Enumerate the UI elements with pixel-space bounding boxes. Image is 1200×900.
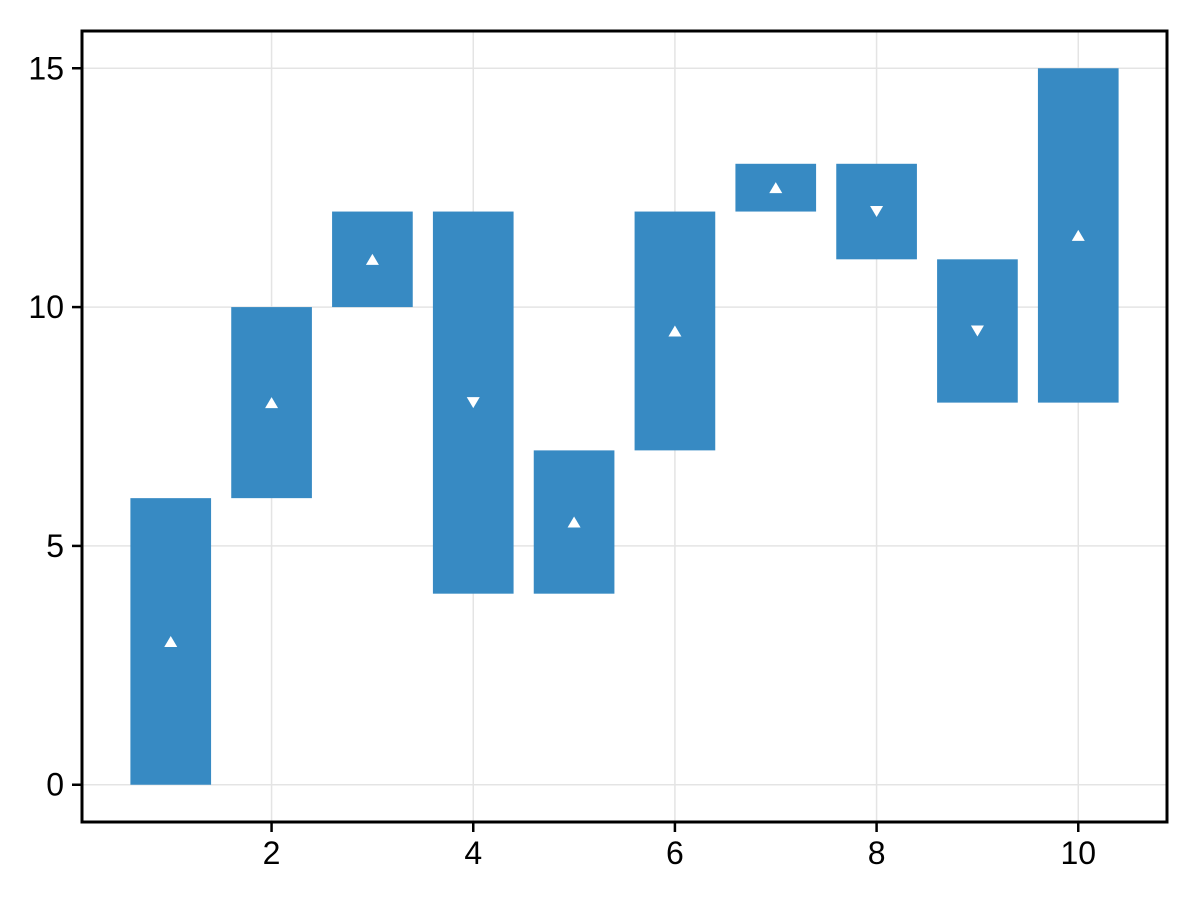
triangle-up-marker [567,516,581,528]
triangle-up-marker [365,253,379,265]
x-axis-tick-label: 8 [868,835,886,871]
triangle-up-marker [1071,229,1085,241]
x-axis-tick-label: 6 [666,835,684,871]
triangle-down-marker [870,206,884,218]
y-axis-tick-label: 0 [46,767,64,803]
triangle-up-marker [265,397,279,409]
x-axis-tick-label: 10 [1060,835,1096,871]
x-axis-tick-label: 4 [464,835,482,871]
triangle-down-marker [970,325,984,337]
x-axis-tick-label: 2 [263,835,281,871]
triangle-up-marker [668,325,682,337]
triangle-up-marker [164,635,178,647]
y-axis-tick-label: 5 [46,528,64,564]
y-axis-tick-label: 10 [28,289,64,325]
y-axis-tick-label: 15 [28,50,64,86]
plot-frame [80,29,1169,824]
triangle-down-marker [466,397,480,409]
triangle-up-marker [769,182,783,194]
